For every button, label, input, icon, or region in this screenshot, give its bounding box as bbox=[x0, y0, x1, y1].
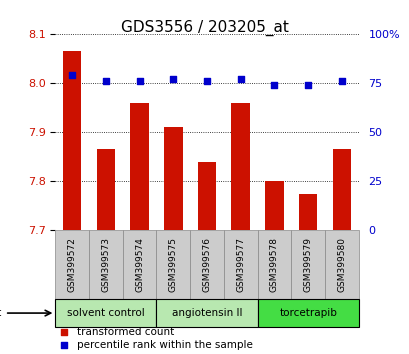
Text: angiotensin II: angiotensin II bbox=[171, 308, 242, 318]
Bar bbox=[55, 230, 89, 299]
Point bbox=[170, 76, 176, 82]
Bar bbox=[164, 127, 182, 230]
Bar bbox=[332, 149, 350, 230]
Text: GSM399572: GSM399572 bbox=[67, 238, 76, 292]
Bar bbox=[298, 194, 317, 230]
Text: GDS3556 / 203205_at: GDS3556 / 203205_at bbox=[121, 19, 288, 36]
Bar bbox=[291, 230, 324, 299]
Point bbox=[270, 82, 277, 88]
Point bbox=[61, 342, 67, 348]
Bar bbox=[231, 103, 249, 230]
Bar bbox=[324, 230, 358, 299]
Bar bbox=[97, 149, 115, 230]
Point bbox=[237, 76, 243, 82]
Bar bbox=[122, 230, 156, 299]
Text: GSM399575: GSM399575 bbox=[169, 237, 178, 292]
Bar bbox=[89, 230, 122, 299]
Bar bbox=[223, 230, 257, 299]
Text: agent: agent bbox=[0, 308, 1, 318]
Point bbox=[304, 82, 311, 88]
Text: transformed count: transformed count bbox=[76, 327, 173, 337]
Point bbox=[203, 78, 210, 84]
Point bbox=[102, 78, 109, 84]
Bar bbox=[265, 181, 283, 230]
Bar bbox=[130, 103, 148, 230]
Text: GSM399580: GSM399580 bbox=[337, 237, 346, 292]
Text: solvent control: solvent control bbox=[67, 308, 144, 318]
Bar bbox=[197, 161, 216, 230]
Text: GSM399578: GSM399578 bbox=[269, 237, 278, 292]
Bar bbox=[63, 51, 81, 230]
Text: GSM399577: GSM399577 bbox=[236, 237, 245, 292]
Point bbox=[61, 329, 67, 335]
Text: GSM399574: GSM399574 bbox=[135, 238, 144, 292]
Text: GSM399576: GSM399576 bbox=[202, 237, 211, 292]
Text: percentile rank within the sample: percentile rank within the sample bbox=[76, 340, 252, 350]
Point bbox=[69, 72, 75, 78]
Text: GSM399573: GSM399573 bbox=[101, 237, 110, 292]
Point bbox=[338, 78, 344, 84]
Bar bbox=[55, 299, 156, 327]
Bar bbox=[190, 230, 223, 299]
Point bbox=[136, 78, 143, 84]
Text: torcetrapib: torcetrapib bbox=[279, 308, 336, 318]
Bar bbox=[156, 299, 257, 327]
Bar bbox=[257, 230, 291, 299]
Bar bbox=[156, 230, 190, 299]
Text: GSM399579: GSM399579 bbox=[303, 237, 312, 292]
Bar bbox=[257, 299, 358, 327]
